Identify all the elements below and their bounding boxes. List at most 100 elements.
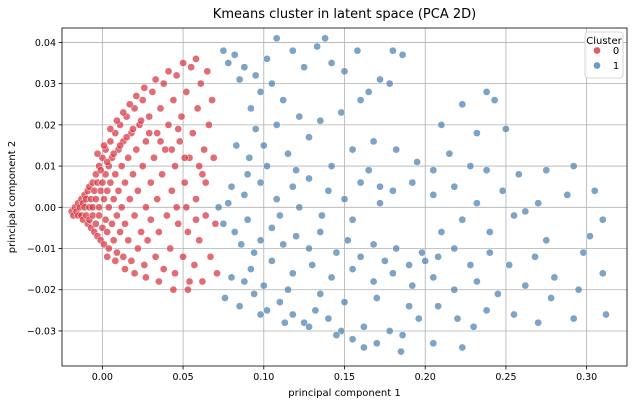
data-point-cluster-1	[356, 178, 365, 187]
data-point-cluster-1	[450, 182, 459, 191]
data-point-cluster-0	[203, 67, 212, 76]
data-point-cluster-0	[96, 166, 105, 175]
data-point-cluster-1	[256, 178, 265, 187]
data-point-cluster-0	[104, 244, 113, 253]
data-point-cluster-1	[389, 269, 397, 278]
data-point-cluster-1	[510, 211, 518, 220]
data-point-cluster-1	[473, 277, 481, 286]
data-point-cluster-0	[109, 149, 118, 158]
data-point-cluster-1	[300, 63, 308, 72]
data-point-cluster-0	[156, 137, 165, 146]
data-point-cluster-1	[356, 252, 365, 261]
data-point-cluster-1	[256, 310, 265, 319]
data-point-cluster-0	[155, 228, 163, 236]
data-point-cluster-1	[288, 46, 297, 55]
data-point-cluster-1	[305, 174, 313, 183]
legend-entries: 01	[593, 46, 619, 72]
x-tick-label: 0.15	[334, 372, 355, 383]
data-point-cluster-1	[437, 228, 446, 236]
y-axis-label: principal component 2	[7, 141, 18, 253]
data-point-cluster-0	[134, 186, 142, 195]
data-point-cluster-1	[482, 166, 491, 175]
data-point-cluster-0	[122, 133, 131, 142]
data-point-cluster-1	[327, 162, 336, 170]
data-point-cluster-1	[547, 294, 555, 302]
data-point-cluster-0	[198, 170, 207, 179]
data-point-cluster-0	[90, 186, 99, 195]
data-point-cluster-1	[259, 141, 268, 150]
y-axis-ticks: −0.03 −0.02 −0.01 0.00 0.01 0.02 0.03 0.04	[27, 38, 62, 337]
data-point-cluster-1	[542, 166, 551, 175]
data-point-cluster-1	[292, 166, 300, 175]
data-point-cluster-1	[245, 153, 254, 162]
data-point-cluster-1	[485, 228, 494, 236]
data-point-cluster-0	[150, 153, 158, 162]
data-point-cluster-0	[113, 248, 121, 257]
data-point-cluster-1	[482, 88, 491, 96]
data-point-cluster-1	[514, 170, 523, 179]
data-point-cluster-1	[485, 248, 494, 257]
data-point-cluster-0	[101, 215, 110, 224]
data-point-cluster-1	[408, 178, 417, 187]
data-point-cluster-1	[434, 252, 442, 261]
data-point-cluster-0	[201, 178, 210, 187]
data-point-cluster-1	[413, 158, 421, 166]
data-point-cluster-1	[300, 318, 308, 327]
y-tick-label: 0.04	[35, 38, 56, 49]
data-point-cluster-1	[429, 191, 438, 199]
data-point-cluster-0	[187, 63, 195, 72]
data-point-cluster-0	[116, 228, 124, 236]
data-point-cluster-1	[372, 294, 381, 302]
y-tick-label: −0.01	[27, 244, 56, 255]
data-point-cluster-0	[142, 273, 150, 282]
data-point-cluster-1	[353, 46, 362, 55]
data-point-cluster-0	[143, 236, 152, 245]
data-point-cluster-0	[146, 178, 155, 187]
data-point-cluster-0	[113, 211, 121, 220]
data-point-cluster-0	[103, 158, 112, 166]
data-point-cluster-1	[268, 257, 276, 265]
data-point-cluster-0	[209, 153, 218, 162]
data-point-cluster-0	[106, 137, 115, 146]
legend-label-cluster-0: 0	[613, 46, 619, 57]
data-point-cluster-0	[103, 186, 112, 195]
data-point-cluster-1	[385, 327, 394, 335]
data-point-cluster-0	[182, 203, 191, 212]
data-point-cluster-0	[156, 104, 165, 113]
y-tick-label: 0.03	[35, 79, 56, 90]
data-point-cluster-1	[389, 186, 397, 195]
data-point-cluster-1	[531, 252, 539, 261]
data-point-cluster-1	[305, 133, 313, 142]
data-point-cluster-1	[230, 228, 239, 236]
data-point-cluster-0	[114, 186, 123, 195]
data-point-cluster-0	[174, 125, 183, 133]
data-point-cluster-1	[569, 314, 578, 323]
data-point-cluster-0	[200, 145, 208, 154]
y-tick-label: 0.01	[35, 162, 56, 173]
data-point-cluster-1	[498, 186, 507, 195]
data-point-cluster-0	[171, 162, 179, 170]
data-point-cluster-1	[490, 96, 499, 104]
data-point-cluster-0	[179, 252, 187, 261]
data-point-cluster-0	[180, 178, 189, 187]
data-point-cluster-1	[340, 298, 349, 306]
data-point-cluster-1	[288, 182, 297, 191]
data-point-cluster-0	[192, 215, 200, 224]
data-point-cluster-1	[288, 310, 297, 319]
data-point-cluster-1	[292, 232, 300, 241]
data-point-cluster-1	[429, 273, 438, 282]
data-point-cluster-0	[138, 96, 147, 104]
data-point-cluster-1	[221, 294, 229, 302]
data-point-cluster-1	[324, 186, 333, 195]
data-point-cluster-1	[466, 261, 475, 269]
data-point-cluster-0	[172, 71, 181, 80]
data-point-cluster-1	[369, 240, 378, 249]
data-point-cluster-1	[364, 166, 373, 175]
data-point-cluster-0	[134, 244, 142, 253]
data-point-cluster-0	[182, 88, 191, 96]
data-point-cluster-0	[103, 228, 112, 236]
data-point-cluster-0	[119, 252, 128, 261]
data-point-cluster-1	[458, 100, 467, 109]
data-point-cluster-1	[272, 121, 281, 129]
